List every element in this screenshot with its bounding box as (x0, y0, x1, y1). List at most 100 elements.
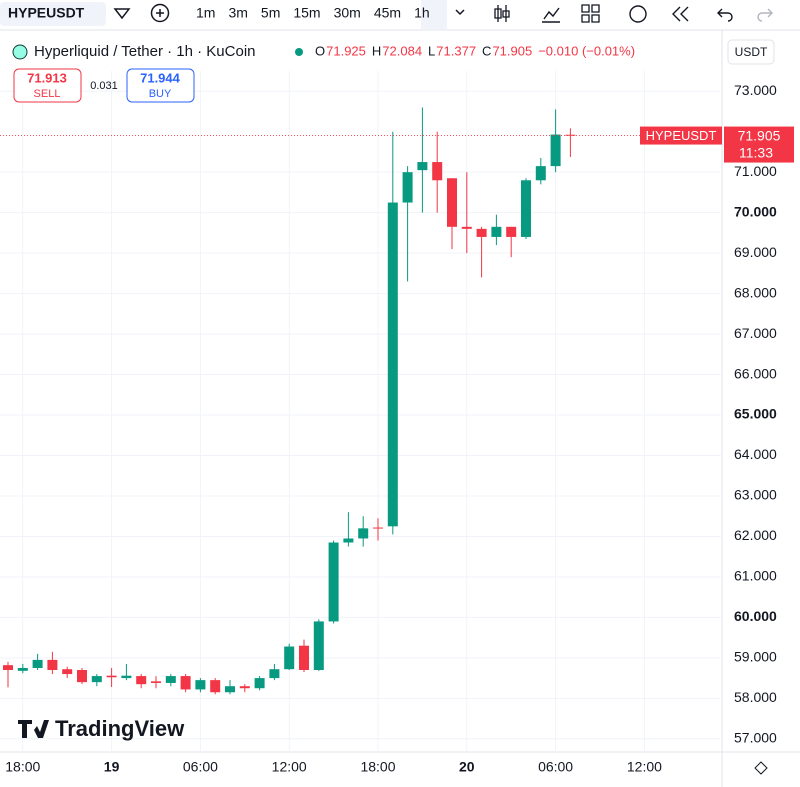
ohlc-key: L (428, 43, 435, 58)
candle-body (121, 675, 132, 679)
candle-body (32, 659, 43, 668)
candle-body (151, 681, 161, 683)
ohlc-value: 71.925 (326, 43, 366, 58)
candle-body (165, 676, 176, 683)
x-tick-label: 12:00 (627, 759, 662, 775)
settings-icon[interactable] (754, 761, 768, 775)
candle-body (387, 202, 398, 527)
candle-body (106, 675, 117, 678)
x-tick-label: 18:00 (360, 759, 395, 775)
y-tick-label: 65.000 (734, 406, 777, 422)
x-tick-label: 19 (104, 759, 120, 775)
interval[interactable]: 3m (228, 5, 247, 21)
buy-label[interactable]: BUY (149, 88, 172, 100)
active-interval (421, 0, 447, 29)
candle-body (269, 669, 280, 679)
candle-body (17, 667, 28, 671)
y-tick-label: 61.000 (734, 568, 777, 584)
candle-body (77, 670, 87, 683)
sell-label[interactable]: SELL (34, 88, 61, 100)
y-tick-label: 62.000 (734, 527, 777, 543)
candle-body (180, 676, 191, 690)
ohlc-value: 71.905 (492, 43, 532, 58)
candle-body (417, 162, 428, 171)
ohlc-key: H (372, 43, 381, 58)
compare-plus (156, 9, 164, 17)
candle-body (210, 680, 221, 693)
y-tick-label: 60.000 (734, 608, 777, 624)
replay-icon[interactable] (672, 6, 689, 22)
candles-icon[interactable] (494, 5, 510, 22)
candle-body (550, 134, 561, 167)
candle-body (254, 678, 265, 689)
alert-clock-icon[interactable] (629, 5, 647, 23)
toolbar (0, 0, 800, 30)
y-tick-label: 67.000 (734, 325, 777, 341)
y-tick-label: 69.000 (734, 244, 777, 260)
ohlc-key: C (482, 43, 491, 58)
alert-icon[interactable] (113, 8, 131, 20)
currency[interactable]: USDT (735, 45, 768, 59)
y-tick-label: 68.000 (734, 284, 777, 300)
candle-body (225, 686, 235, 693)
candle-body (461, 226, 472, 229)
y-tick-label: 73.000 (734, 82, 777, 98)
sell-button[interactable] (13, 68, 82, 103)
logo: TradingView (55, 716, 185, 741)
candle-body (47, 659, 58, 671)
x-tick-label: 06:00 (538, 759, 573, 775)
candle-body (328, 542, 339, 622)
x-tick-label: 18:00 (5, 759, 40, 775)
ohlc-value: 71.377 (436, 43, 476, 58)
indicators-icon[interactable] (542, 7, 560, 23)
change: −0.010 (−0.01%) (538, 43, 635, 58)
countdown: 11:33 (739, 144, 773, 160)
candle-body (343, 538, 354, 543)
price-tag (724, 126, 794, 163)
candle-body (3, 665, 13, 671)
layouts-icon[interactable] (581, 4, 600, 23)
spread: 0.031 (90, 80, 118, 92)
candle-body (402, 172, 413, 203)
ohlc-value: 72.084 (382, 43, 422, 58)
candle-body (195, 680, 206, 690)
ohlc-key: O (315, 43, 325, 58)
price-tag-label: 71.905 (738, 127, 781, 143)
candle-body (239, 686, 250, 689)
candle-body (299, 645, 309, 671)
candle-body (447, 178, 457, 227)
x-tick-label: 12:00 (272, 759, 307, 775)
interval[interactable]: 15m (293, 5, 320, 21)
interval-menu[interactable] (455, 9, 465, 16)
y-tick-label: 59.000 (734, 649, 777, 665)
currency-button[interactable] (727, 39, 775, 65)
interval[interactable]: 5m (261, 5, 280, 21)
interval[interactable]: 45m (374, 5, 401, 21)
redo-icon[interactable] (757, 8, 773, 22)
compare-icon[interactable] (150, 3, 170, 23)
candle-body (491, 226, 502, 237)
symbol-tag-label: HYPEUSDT (646, 128, 717, 143)
candle-body (284, 646, 295, 670)
ohlc-legend: O 71.925 H 72.084 L 71.377 C 71.905 −0.010 (−0.0… (315, 43, 635, 58)
candle-body (432, 162, 443, 181)
symbol[interactable]: HYPEUSDT (8, 5, 85, 21)
interval[interactable]: 1h (414, 5, 430, 21)
buy-button[interactable] (126, 68, 195, 103)
interval[interactable]: 1m (196, 5, 215, 21)
buy-price[interactable]: 71.944 (140, 70, 181, 85)
symbol-tag (640, 126, 722, 145)
symbol-button[interactable] (0, 2, 106, 26)
sell-price[interactable]: 71.913 (27, 70, 67, 85)
candle-body (313, 621, 324, 671)
candle-body (62, 669, 73, 675)
y-tick-label: 64.000 (734, 446, 777, 462)
candle-body (373, 527, 383, 529)
interval[interactable]: 30m (334, 5, 361, 21)
x-tick-label: 20 (459, 759, 475, 775)
candle-body (535, 166, 546, 181)
undo-icon[interactable] (717, 8, 733, 22)
candle-body (476, 228, 487, 237)
